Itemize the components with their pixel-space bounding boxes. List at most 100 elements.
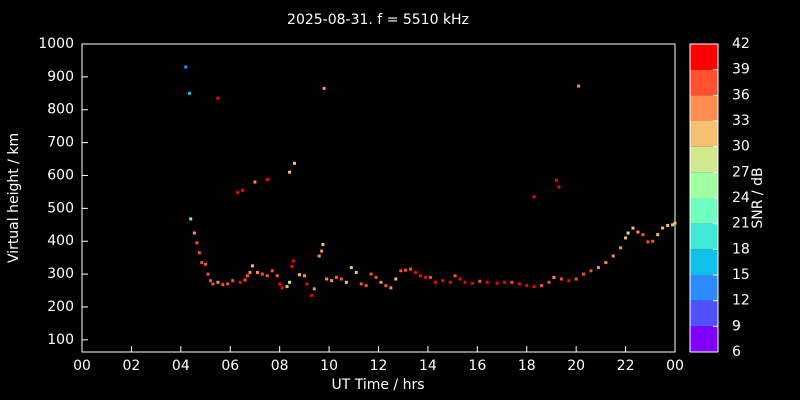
x-tick-label: 16 bbox=[468, 358, 486, 374]
data-point bbox=[582, 272, 586, 276]
data-point bbox=[646, 240, 650, 244]
data-point bbox=[671, 223, 675, 227]
data-point bbox=[577, 84, 581, 88]
data-point bbox=[275, 274, 279, 278]
colorbar-tick-label: 39 bbox=[732, 62, 750, 78]
x-tick-label: 00 bbox=[666, 358, 684, 374]
data-point bbox=[321, 243, 325, 247]
data-point bbox=[399, 269, 403, 273]
data-point bbox=[359, 282, 363, 286]
data-point bbox=[216, 96, 220, 100]
data-point bbox=[532, 195, 536, 199]
data-point bbox=[510, 280, 514, 284]
data-point bbox=[374, 275, 378, 279]
data-point bbox=[260, 272, 264, 276]
data-point bbox=[330, 279, 334, 283]
data-point bbox=[394, 277, 398, 281]
data-point bbox=[554, 178, 558, 182]
data-point bbox=[246, 274, 250, 278]
data-point bbox=[200, 261, 204, 265]
colorbar-tick-label: 42 bbox=[732, 36, 750, 52]
colorbar-bin bbox=[690, 69, 718, 96]
colorbar-bin bbox=[690, 44, 718, 70]
data-point bbox=[305, 282, 309, 286]
data-point bbox=[184, 65, 188, 69]
data-point bbox=[604, 261, 608, 265]
data-point bbox=[673, 221, 677, 225]
data-point bbox=[559, 277, 563, 281]
x-tick-label: 22 bbox=[617, 358, 635, 374]
x-tick-label: 08 bbox=[271, 358, 289, 374]
data-point bbox=[208, 279, 212, 283]
data-point bbox=[204, 262, 208, 266]
data-point bbox=[265, 177, 269, 181]
colorbar-bin bbox=[690, 198, 718, 224]
x-axis-label: UT Time / hrs bbox=[331, 377, 424, 393]
colorbar-tick-label: 12 bbox=[732, 293, 750, 309]
chart-title: 2025-08-31. f = 5510 kHz bbox=[287, 12, 469, 28]
colorbar-bin bbox=[690, 121, 718, 147]
data-point bbox=[243, 278, 247, 282]
colorbar-tick-label: 6 bbox=[732, 344, 741, 360]
data-point bbox=[596, 266, 600, 270]
colorbar-bin bbox=[690, 223, 718, 250]
data-point bbox=[619, 246, 623, 250]
data-point bbox=[666, 223, 670, 227]
x-tick-label: 04 bbox=[172, 358, 190, 374]
data-point bbox=[419, 274, 423, 278]
y-tick-label: 400 bbox=[47, 233, 74, 249]
data-point bbox=[241, 188, 245, 192]
data-point bbox=[238, 280, 242, 284]
data-point bbox=[463, 280, 467, 284]
colorbar-bin bbox=[690, 326, 718, 352]
data-point bbox=[320, 249, 324, 253]
data-point bbox=[503, 280, 507, 284]
data-point bbox=[384, 284, 388, 288]
data-point bbox=[636, 230, 640, 234]
data-point bbox=[389, 286, 393, 290]
data-point bbox=[216, 280, 220, 284]
data-point bbox=[270, 269, 274, 273]
data-point bbox=[433, 280, 437, 284]
data-point bbox=[525, 284, 529, 288]
data-point bbox=[547, 280, 551, 284]
data-point bbox=[641, 233, 645, 237]
data-point bbox=[369, 272, 373, 276]
data-point bbox=[248, 270, 252, 274]
data-point bbox=[478, 279, 482, 283]
data-point bbox=[250, 264, 254, 268]
data-point bbox=[192, 231, 196, 235]
x-tick-label: 10 bbox=[320, 358, 338, 374]
data-point bbox=[278, 282, 282, 286]
data-point bbox=[189, 217, 193, 221]
y-tick-label: 300 bbox=[47, 266, 74, 282]
data-point bbox=[651, 239, 655, 243]
data-point bbox=[325, 277, 329, 281]
colorbar-bin bbox=[690, 146, 718, 173]
data-point bbox=[567, 279, 571, 283]
data-point bbox=[517, 282, 521, 286]
y-tick-label: 600 bbox=[47, 167, 74, 183]
x-tick-label: 14 bbox=[419, 358, 437, 374]
x-tick-label: 20 bbox=[567, 358, 585, 374]
data-point bbox=[344, 280, 348, 284]
data-point bbox=[540, 284, 544, 288]
x-tick-label: 00 bbox=[73, 358, 91, 374]
data-point bbox=[423, 275, 427, 279]
y-tick-label: 1000 bbox=[38, 36, 74, 52]
x-tick-label: 02 bbox=[123, 358, 141, 374]
colorbar-bin bbox=[690, 95, 718, 121]
data-point bbox=[255, 270, 259, 274]
y-tick-label: 700 bbox=[47, 135, 74, 151]
data-point bbox=[280, 286, 284, 290]
data-point bbox=[589, 269, 593, 273]
data-point bbox=[495, 281, 499, 285]
y-axis-label: Virtual height / km bbox=[6, 133, 22, 263]
colorbar-tick-label: 21 bbox=[732, 216, 750, 232]
data-point bbox=[458, 277, 462, 281]
data-point bbox=[292, 161, 296, 165]
colorbar-tick-label: 24 bbox=[732, 190, 750, 206]
data-point bbox=[552, 275, 556, 279]
colorbar-tick-label: 15 bbox=[732, 267, 750, 283]
